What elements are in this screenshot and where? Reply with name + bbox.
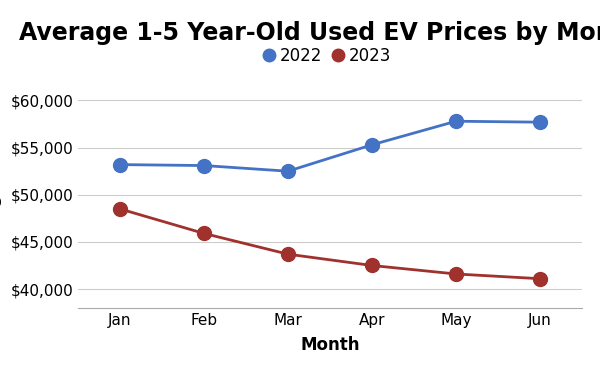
- Y-axis label: Average Price: Average Price: [0, 130, 2, 260]
- Title: Average 1-5 Year-Old Used EV Prices by Month: Average 1-5 Year-Old Used EV Prices by M…: [19, 21, 600, 45]
- 2022: [284, 169, 292, 173]
- Legend: 2022, 2023: 2022, 2023: [263, 40, 397, 72]
- 2023: [452, 272, 460, 276]
- 2023: [116, 207, 124, 211]
- 2022: [452, 119, 460, 124]
- 2022: [116, 162, 124, 167]
- Line: 2022: 2022: [113, 114, 547, 178]
- 2022: [368, 142, 376, 147]
- 2023: [200, 231, 208, 236]
- 2023: [536, 276, 544, 281]
- Line: 2023: 2023: [113, 202, 547, 286]
- X-axis label: Month: Month: [300, 336, 360, 354]
- 2022: [200, 163, 208, 168]
- 2022: [536, 120, 544, 124]
- 2023: [284, 252, 292, 256]
- 2023: [368, 263, 376, 268]
